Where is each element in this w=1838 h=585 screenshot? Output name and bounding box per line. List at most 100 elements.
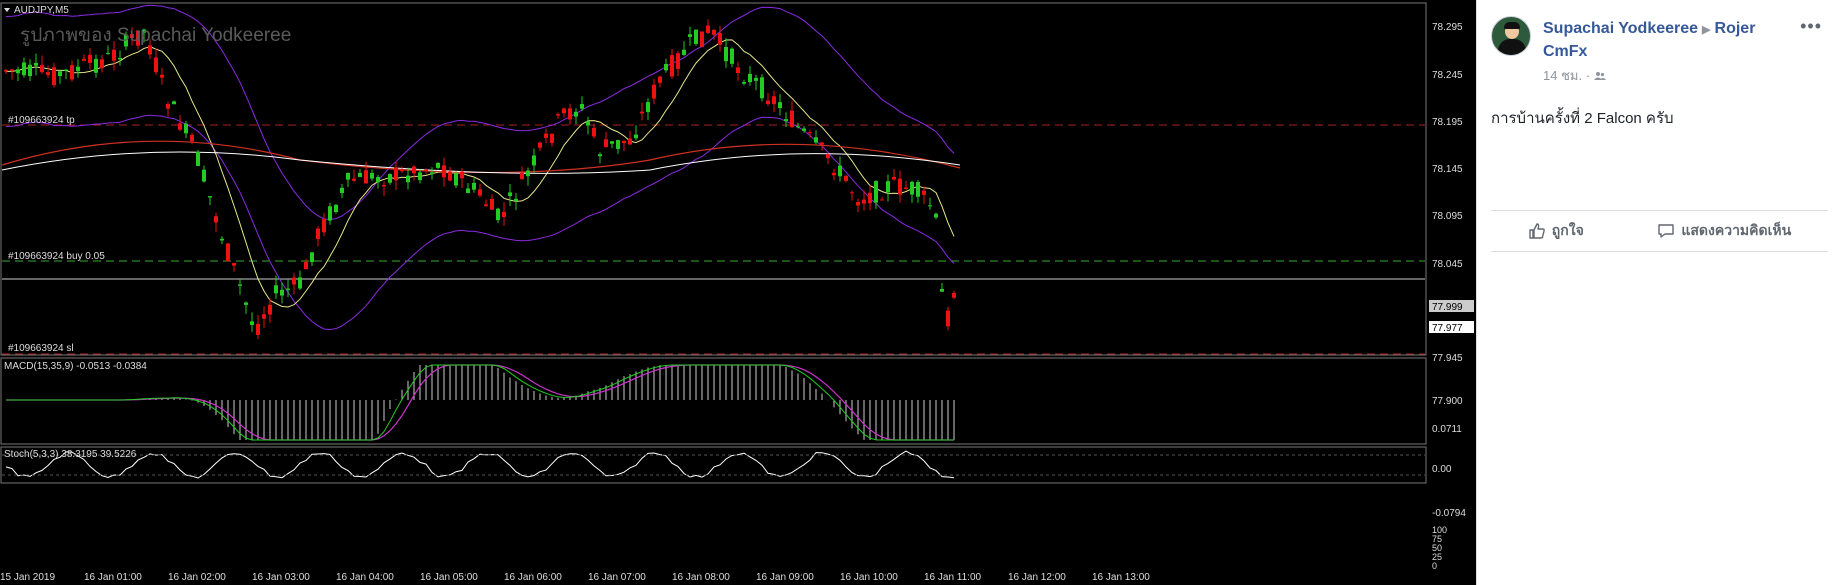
candle-body (4, 69, 8, 72)
chart-canvas[interactable]: รูปภาพของ Supachai Yodkeeree AUDJPY,M5 #… (0, 0, 1476, 585)
candle-body (172, 101, 176, 105)
candle-body (316, 228, 320, 239)
like-label: ถูกใจ (1551, 222, 1584, 238)
candle-body (280, 289, 284, 296)
candle-body (388, 174, 392, 183)
post-header: Supachai Yodkeeree ▶ Rojer CmFx 14 ชม. · •… (1491, 16, 1828, 86)
bollinger-bands (5, 4, 955, 331)
candle-body (28, 64, 32, 77)
main-pane-border (0, 2, 1427, 356)
candle-body (220, 238, 224, 241)
candle-body (952, 292, 956, 298)
upper-band (5, 4, 955, 221)
candle-body (928, 205, 932, 207)
candle-body (754, 77, 758, 81)
target-name-link[interactable]: Rojer CmFx (1543, 20, 1756, 60)
candle-body (472, 182, 476, 190)
time-tick: 16 Jan 09:00 (756, 572, 814, 583)
time-tick: 16 Jan 07:00 (588, 572, 646, 583)
candle-body (820, 142, 824, 145)
candle-body (364, 170, 368, 184)
candle-body (670, 55, 674, 77)
stoch-main-line (5, 450, 955, 479)
stoch-tick: 50 (1432, 543, 1442, 553)
price-axis: 78.295 78.245 78.195 78.145 78.095 78.04… (1432, 22, 1463, 407)
candle-body (226, 243, 230, 262)
candle-body (592, 127, 596, 137)
macd-histogram (6, 364, 955, 441)
trading-chart[interactable]: รูปภาพของ Supachai Yodkeeree AUDJPY,M5 #… (0, 0, 1476, 585)
candle-body (688, 34, 692, 37)
symbol-label: AUDJPY,M5 (14, 5, 69, 16)
avatar[interactable] (1491, 16, 1531, 56)
time-tick: 16 Jan 13:00 (1092, 572, 1150, 583)
like-button[interactable]: ถูกใจ (1528, 220, 1584, 242)
candle-body (250, 321, 254, 325)
candle-body (946, 310, 950, 327)
moving-averages (1, 39, 961, 308)
candle-body (322, 219, 326, 233)
time-tick: 16 Jan 02:00 (168, 572, 226, 583)
buy-label: #109663924 buy 0.05 (8, 251, 105, 262)
candle-body (154, 57, 158, 73)
facebook-post: Supachai Yodkeeree ▶ Rojer CmFx 14 ชม. · •… (1476, 0, 1838, 585)
candle-body (748, 73, 752, 83)
candle-body (244, 302, 248, 305)
candle-body (16, 69, 20, 74)
stoch-tick: 100 (1432, 525, 1447, 535)
candle-body (610, 141, 614, 144)
candle-body (766, 100, 770, 104)
candle-body (454, 173, 458, 186)
candle-body (214, 216, 218, 223)
time-axis: 15 Jan 2019 16 Jan 01:00 16 Jan 02:00 16… (0, 572, 1150, 583)
author-name-link[interactable]: Supachai Yodkeeree (1543, 20, 1699, 37)
candle-body (622, 140, 626, 144)
post-time[interactable]: 14 ชม. (1543, 68, 1583, 83)
more-options-icon[interactable]: ••• (1800, 16, 1822, 36)
candle-body (148, 45, 152, 55)
friends-icon[interactable] (1593, 71, 1606, 81)
candle-body (544, 133, 548, 138)
candle-body (694, 29, 698, 44)
post-text: การบ้านครั้งที่ 2 Falcon ครับ (1491, 110, 1674, 127)
candle-body (328, 206, 332, 221)
candle-body (412, 166, 416, 174)
price-tick: 78.045 (1432, 259, 1463, 270)
candle-body (718, 32, 722, 45)
candle-body (706, 25, 710, 33)
candle-body (772, 96, 776, 105)
comment-icon (1658, 224, 1675, 238)
candle-body (70, 65, 74, 80)
stoch-axis: 100 75 50 25 0 (1432, 525, 1447, 571)
candle-body (886, 181, 890, 193)
candle-body (406, 175, 410, 183)
dropdown-triangle-icon[interactable] (4, 8, 10, 12)
candle-body (40, 65, 44, 73)
post-meta: 14 ชม. · (1543, 65, 1606, 86)
stoch-label: Stoch(5,3,3) 38.3195 39.5226 (4, 449, 137, 460)
price-tick: 78.095 (1432, 211, 1463, 222)
stoch-tick: 0 (1432, 561, 1437, 571)
order-price-badge (1429, 300, 1474, 312)
candle-body (784, 119, 788, 122)
candle-body (724, 47, 728, 62)
candle-body (352, 178, 356, 181)
candle-body (496, 208, 500, 221)
candle-body (664, 63, 668, 71)
candle-body (628, 138, 632, 145)
candle-body (340, 187, 344, 193)
fast-ma-line (5, 39, 955, 308)
watermark-text: รูปภาพของ Supachai Yodkeeree (20, 25, 291, 46)
candle-body (520, 172, 524, 180)
time-tick: 16 Jan 11:00 (924, 572, 982, 583)
price-tick: 78.195 (1432, 117, 1463, 128)
time-tick: 16 Jan 01:00 (84, 572, 142, 583)
candle-body (832, 172, 836, 176)
candle-body (262, 314, 266, 319)
current-price-badge (1429, 321, 1474, 333)
candle-body (604, 139, 608, 147)
candle-body (508, 192, 512, 197)
candle-body (274, 285, 278, 294)
comment-button[interactable]: แสดงความคิดเห็น (1657, 220, 1791, 242)
candle-body (778, 102, 782, 109)
